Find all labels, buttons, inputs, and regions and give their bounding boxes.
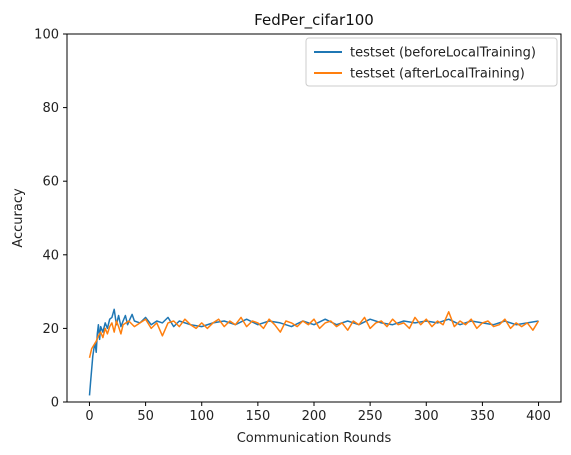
x-tick-label: 100	[189, 409, 214, 424]
x-tick-label: 350	[470, 409, 495, 424]
x-axis: 0 50 100 150 200 250 300 350 400	[85, 402, 551, 424]
x-tick-label: 400	[526, 409, 551, 424]
plot-area	[66, 33, 562, 403]
legend-box	[305, 37, 558, 87]
legend-label: testset (beforeLocalTraining)	[350, 46, 536, 61]
y-tick-label: 60	[42, 175, 59, 190]
x-tick-label: 200	[302, 409, 327, 424]
x-tick-label: 250	[358, 409, 383, 424]
legend-label: testset (afterLocalTraining)	[350, 67, 525, 82]
x-tick-label: 50	[137, 409, 154, 424]
chart-title: FedPer_cifar100	[254, 11, 374, 30]
y-tick-label: 80	[42, 101, 59, 116]
legend: testset (beforeLocalTraining) testset (af…	[305, 37, 558, 87]
y-tick-label: 20	[42, 322, 59, 337]
series-layer	[88, 308, 540, 396]
y-tick-label: 40	[42, 248, 59, 263]
x-tick-label: 0	[85, 409, 93, 424]
y-tick-label: 100	[34, 28, 59, 43]
series-line-1	[88, 311, 540, 358]
x-axis-title: Communication Rounds	[237, 431, 392, 446]
y-tick-label: 0	[51, 396, 59, 411]
plot-frame	[66, 33, 562, 403]
y-axis: 0 20 40 60 80 100	[34, 28, 67, 411]
x-tick-label: 150	[245, 409, 270, 424]
y-axis-title: Accuracy	[11, 188, 26, 248]
x-tick-label: 300	[414, 409, 439, 424]
